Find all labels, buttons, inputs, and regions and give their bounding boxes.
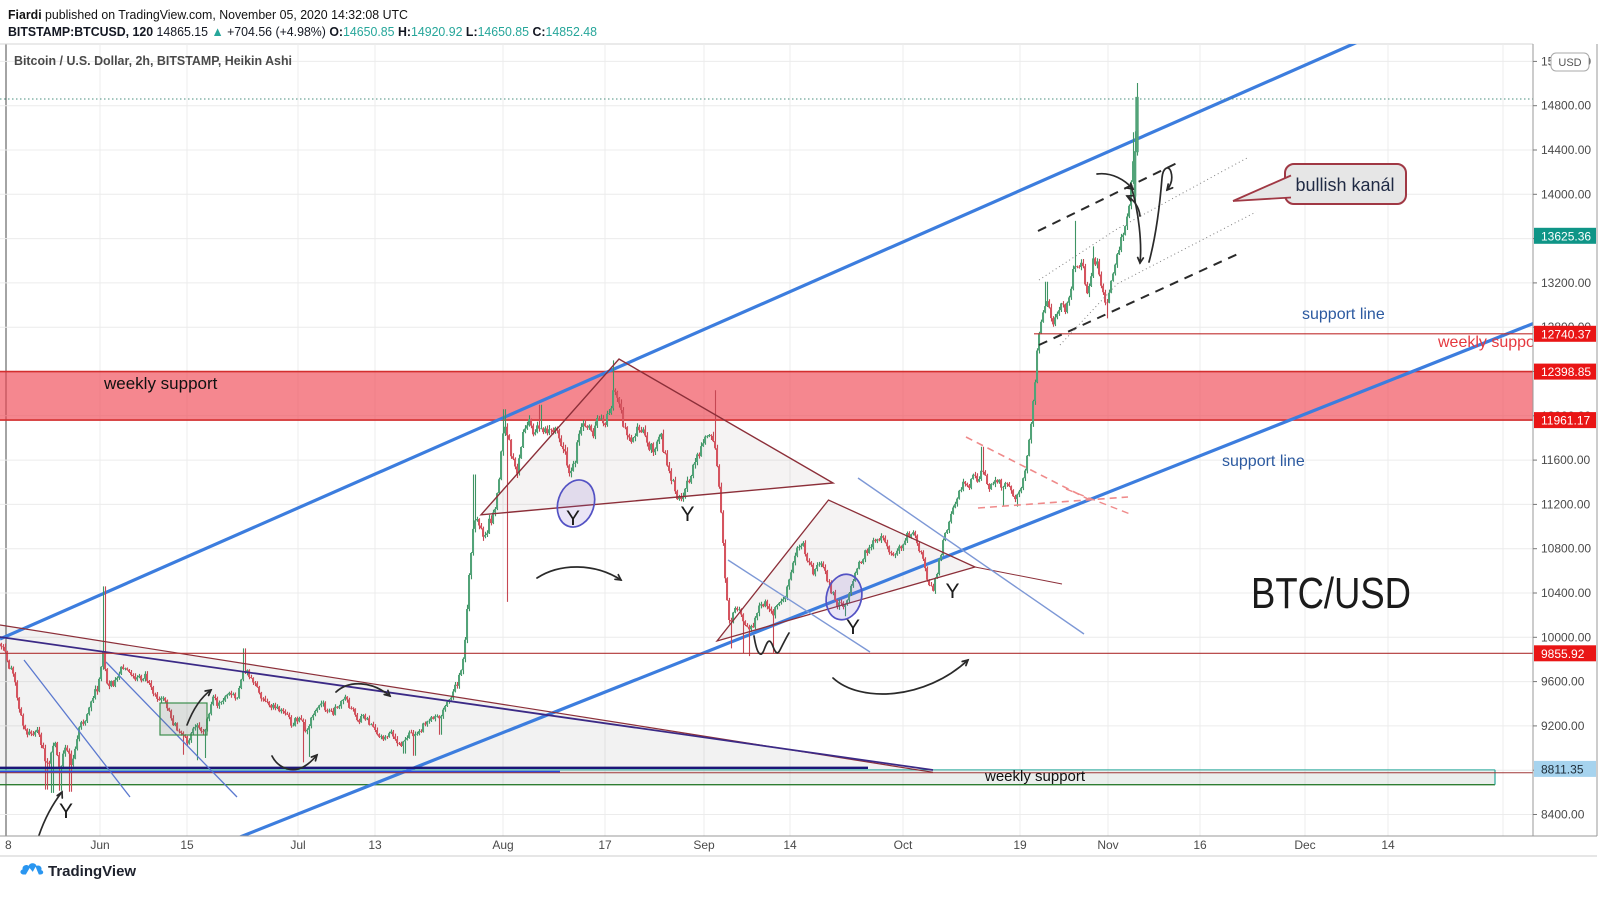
svg-text:16: 16 [1193,838,1207,852]
svg-text:Y: Y [846,616,860,639]
svg-text:14000.00: 14000.00 [1541,187,1591,201]
svg-text:10400.00: 10400.00 [1541,586,1591,600]
svg-text:8400.00: 8400.00 [1541,808,1585,822]
svg-text:TradingView: TradingView [48,863,136,880]
svg-text:17: 17 [598,838,612,852]
svg-text:weekly support: weekly support [103,374,218,393]
svg-text:19: 19 [1013,838,1027,852]
svg-text:weekly support: weekly support [984,768,1086,785]
svg-text:Bitcoin / U.S. Dollar, 2h, BIT: Bitcoin / U.S. Dollar, 2h, BITSTAMP, Hei… [14,53,292,68]
svg-text:Oct: Oct [894,838,913,852]
svg-text:Aug: Aug [492,838,513,852]
svg-text:Y: Y [59,800,73,823]
svg-text:10800.00: 10800.00 [1541,542,1591,556]
svg-text:weekly support: weekly support [1437,334,1545,351]
svg-text:13625.36: 13625.36 [1541,229,1591,243]
svg-text:Jul: Jul [290,838,305,852]
svg-text:bullish kanál: bullish kanál [1295,175,1394,195]
svg-text:Jun: Jun [90,838,109,852]
svg-text:11200.00: 11200.00 [1541,497,1590,511]
svg-text:14800.00: 14800.00 [1541,99,1591,113]
svg-text:12398.85: 12398.85 [1541,365,1591,379]
svg-text:11600.00: 11600.00 [1541,453,1590,467]
svg-text:Dec: Dec [1294,838,1315,852]
svg-text:12740.37: 12740.37 [1541,327,1591,341]
svg-text:13200.00: 13200.00 [1541,276,1591,290]
svg-text:Y: Y [945,580,959,603]
svg-text:Fiardi published on TradingVie: Fiardi published on TradingView.com, Nov… [8,7,408,22]
svg-text:8: 8 [5,838,12,852]
svg-text:9600.00: 9600.00 [1541,675,1585,689]
svg-text:Sep: Sep [693,838,715,852]
svg-text:BITSTAMP:BTCUSD, 120 14865.15: BITSTAMP:BTCUSD, 120 14865.15 ▲ +704.56 … [8,24,597,39]
svg-text:15: 15 [180,838,194,852]
svg-text:14: 14 [1381,838,1395,852]
svg-text:USD: USD [1558,57,1581,69]
svg-text:BTC/USD: BTC/USD [1251,569,1411,618]
svg-text:Y: Y [566,507,580,530]
svg-text:Nov: Nov [1097,838,1118,852]
svg-text:9855.92: 9855.92 [1541,647,1585,661]
svg-text:13: 13 [368,838,382,852]
svg-text:11961.17: 11961.17 [1541,414,1590,428]
svg-text:14: 14 [783,838,797,852]
svg-text:10000.00: 10000.00 [1541,630,1591,644]
svg-text:14400.00: 14400.00 [1541,143,1591,157]
svg-text:8811.35: 8811.35 [1541,762,1584,776]
svg-text:support line: support line [1222,453,1305,470]
svg-text:Y: Y [680,503,694,526]
svg-text:support line: support line [1302,306,1385,323]
svg-text:9200.00: 9200.00 [1541,719,1585,733]
